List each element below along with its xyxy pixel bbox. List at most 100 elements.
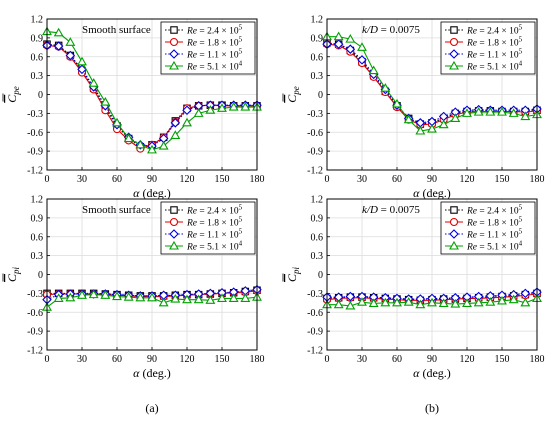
annotation-symbol: k/D: [362, 204, 378, 216]
legend-marker: [169, 217, 179, 227]
x-tick-label: 120: [460, 174, 475, 185]
legend-label: Re = 1.8 × 105: [466, 35, 523, 48]
legend-re-exponent: 4: [239, 59, 243, 67]
y-tick-label: -0.3: [307, 109, 323, 120]
data-point: [415, 299, 426, 309]
y-tick-label: 0.9: [31, 33, 44, 44]
x-tick-label: 180: [530, 354, 545, 365]
data-point: [392, 297, 402, 307]
data-point: [508, 108, 519, 117]
data-point: [193, 294, 204, 304]
data-point: [123, 292, 134, 301]
legend-re-symbol: Re: [466, 62, 477, 72]
xlabel-unit: (deg.): [139, 366, 170, 380]
xlabel-unit: (deg.): [139, 186, 170, 200]
data-point: [427, 297, 437, 307]
data-point: [228, 293, 239, 302]
legend-label: Re = 5.1 × 104: [466, 239, 523, 252]
data-point: [112, 117, 122, 127]
legend-re-symbol: Re: [466, 50, 477, 60]
y-tick-label: -0.9: [27, 147, 43, 158]
legend-re-exponent: 5: [519, 35, 523, 43]
x-tick-label: 180: [530, 174, 545, 185]
legend-marker: [449, 240, 459, 250]
y-tick-label: -0.9: [307, 327, 323, 338]
y-tick-label: 0.6: [31, 232, 44, 243]
y-tick-label: 0: [318, 90, 323, 101]
x-tick-label: 0: [325, 354, 330, 365]
legend-label: Re = 1.1 × 105: [186, 47, 243, 60]
y-tick-label: -1.2: [307, 346, 323, 357]
data-point: [415, 125, 426, 135]
x-tick-label: 0: [325, 174, 330, 185]
legend-re-exponent: 4: [239, 239, 243, 247]
legend-re-symbol: Re: [466, 218, 477, 228]
data-point: [53, 27, 64, 37]
x-tick-label: 150: [495, 354, 510, 365]
legend-re-value: = 5.1 × 10: [197, 62, 239, 72]
y-tick-label: -1.2: [307, 166, 323, 177]
legend-label: Re = 1.1 × 105: [466, 47, 523, 60]
y-tick-label: 0: [38, 270, 43, 281]
legend-re-value: = 2.4 × 10: [477, 206, 519, 216]
legend-re-value: = 1.8 × 10: [197, 218, 239, 228]
x-tick-label: 90: [427, 354, 437, 365]
legend-re-value: = 1.1 × 10: [197, 230, 239, 240]
x-axis-label: α (deg.): [133, 186, 171, 200]
legend-re-symbol: Re: [186, 38, 197, 48]
x-tick-label: 90: [427, 174, 437, 185]
data-point: [403, 114, 414, 124]
legend-re-symbol: Re: [466, 38, 477, 48]
legend-label: Re = 1.1 × 105: [466, 227, 523, 240]
data-point: [65, 37, 76, 46]
legend-label: Re = 5.1 × 104: [186, 59, 243, 72]
data-point: [88, 78, 99, 87]
annotation-value: = 0.0075: [378, 204, 420, 216]
legend-re-exponent: 5: [239, 203, 243, 211]
axes-frame: [46, 198, 258, 351]
y-tick-label: 0.6: [311, 232, 324, 243]
y-axis-label: Cpi: [285, 267, 301, 283]
x-tick-label: 30: [77, 354, 87, 365]
x-tick-label: 60: [392, 354, 402, 365]
legend-marker: [449, 37, 459, 47]
data-point: [77, 56, 87, 66]
data-point: [345, 34, 356, 43]
data-point: [473, 297, 484, 307]
data-point: [508, 294, 519, 304]
xlabel-unit: (deg.): [419, 186, 450, 200]
data-point: [485, 107, 496, 116]
caption-a: (a): [145, 401, 158, 415]
axes-frame: [326, 198, 538, 351]
y-axis-label: Cpe: [285, 86, 301, 103]
y-tick-label: -0.9: [307, 147, 323, 158]
ylabel-symbol: C: [285, 94, 299, 103]
data-point: [403, 297, 414, 306]
data-point: [53, 41, 64, 51]
legend-re-value: = 2.4 × 10: [477, 26, 519, 36]
data-point: [240, 293, 251, 302]
legend-re-symbol: Re: [186, 50, 197, 60]
y-axis-label: Cpe: [5, 86, 21, 103]
data-point: [497, 107, 507, 116]
data-point: [333, 31, 344, 41]
data-point: [182, 294, 192, 304]
legend-marker: [449, 229, 459, 239]
chart-panel-top-right: -1.2 -0.9 -0.6 -0.3 0 0.3 0.6 0.9 1.2 0 30 60 90 120 1…: [282, 15, 545, 200]
legend-marker: [169, 240, 179, 250]
data-point: [182, 105, 192, 116]
legend-marker: [449, 60, 459, 70]
x-axis-label: α (deg.): [133, 366, 171, 380]
legend-re-exponent: 4: [519, 59, 523, 67]
legend-label: Re = 2.4 × 105: [186, 203, 243, 216]
data-point: [158, 140, 169, 150]
data-point: [345, 291, 356, 302]
legend-label: Re = 1.8 × 105: [466, 215, 523, 228]
legend-label: Re = 5.1 × 104: [466, 59, 523, 72]
data-point: [135, 292, 146, 302]
data-point: [333, 299, 344, 309]
y-tick-label: 0.9: [311, 33, 324, 44]
data-point: [345, 300, 356, 310]
chart-panel-bottom-right: -1.2 -0.9 -0.6 -0.3 0 0.3 0.6 0.9 1.2 0 30 60 90 120 1…: [282, 195, 545, 380]
panel-annotation: Smooth surface: [82, 204, 151, 216]
